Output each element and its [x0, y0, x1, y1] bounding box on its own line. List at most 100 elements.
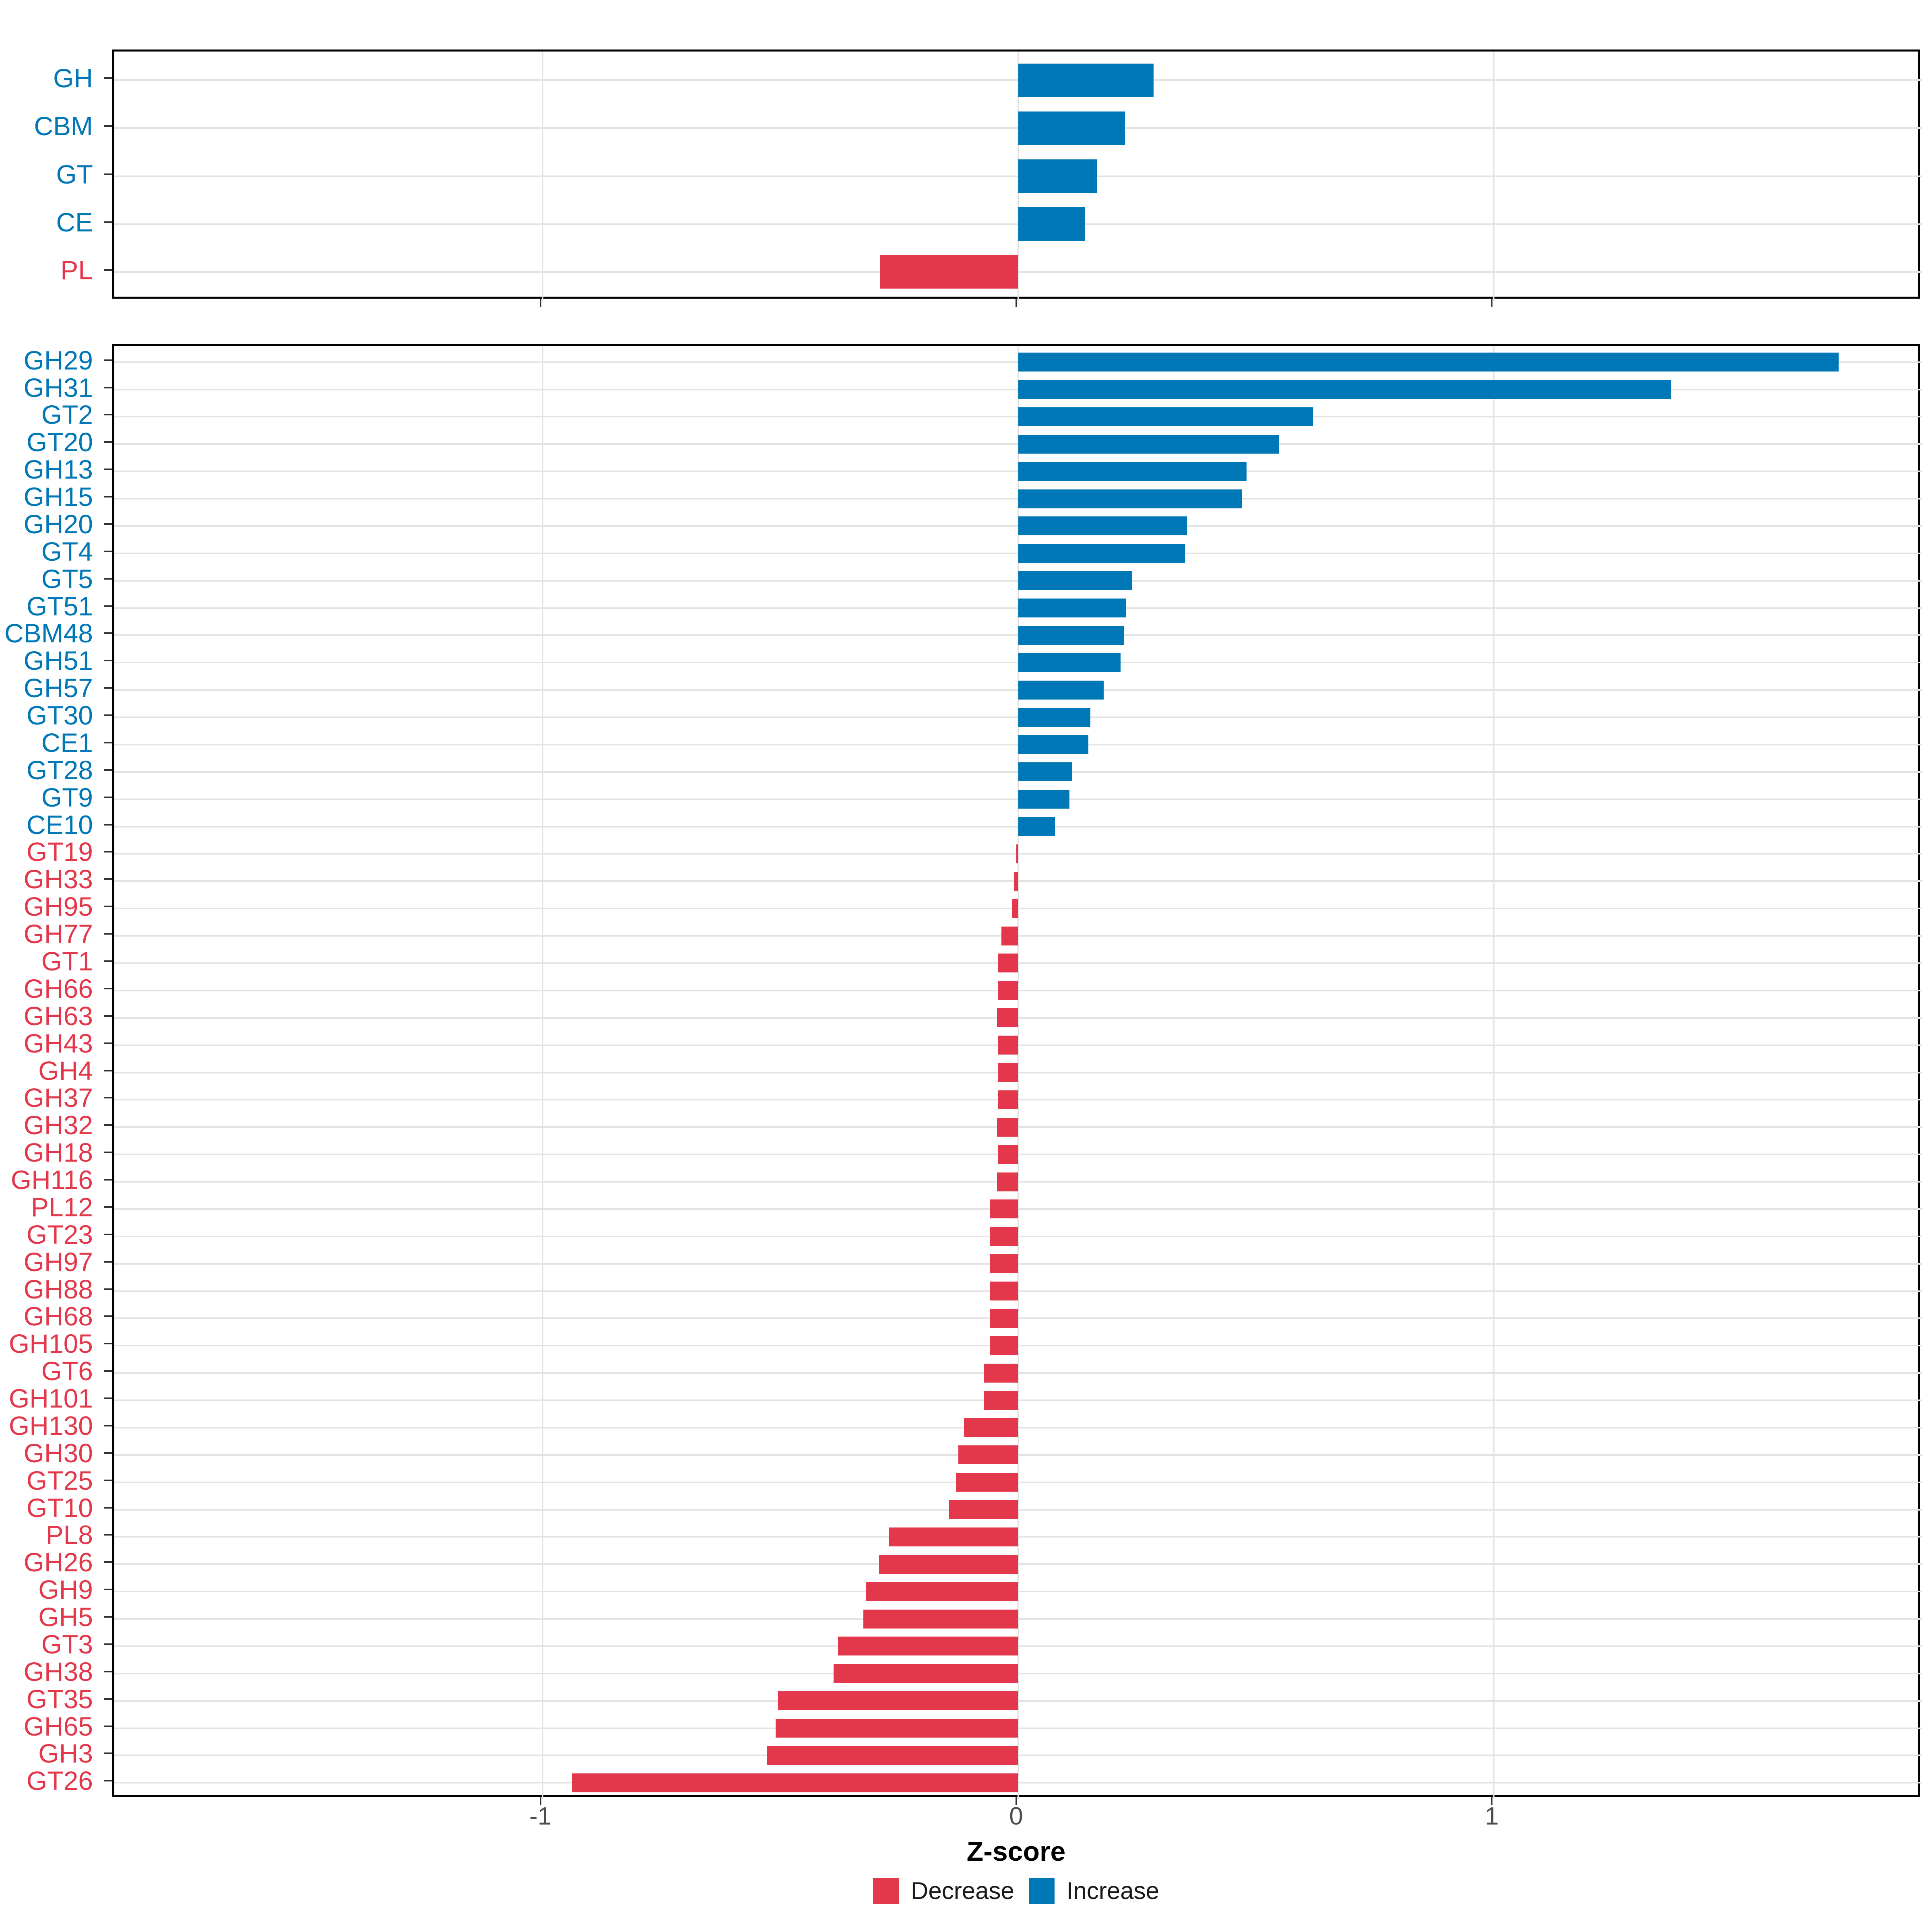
bar-CBM — [1018, 111, 1125, 145]
y-tick-mark — [104, 1288, 112, 1290]
y-tick-mark — [104, 1589, 112, 1591]
bar-CE10 — [1018, 817, 1055, 836]
y-tick-label-GH77: GH77 — [23, 919, 93, 949]
y-tick-mark — [104, 987, 112, 989]
y-tick-label-GH33: GH33 — [23, 864, 93, 894]
y-tick-label-GH51: GH51 — [23, 646, 93, 676]
bar-GT4 — [1018, 544, 1185, 563]
horizontal-gridline — [114, 1536, 1922, 1538]
y-tick-label-GT10: GT10 — [26, 1492, 93, 1523]
x-tick-mark — [1491, 1797, 1493, 1805]
y-tick-label-GH3: GH3 — [38, 1738, 93, 1769]
y-tick-label-GT1: GT1 — [41, 946, 93, 976]
legend-key-decrease-swatch — [873, 1878, 899, 1904]
y-tick-mark — [104, 851, 112, 853]
y-tick-mark — [104, 441, 112, 443]
horizontal-gridline — [114, 853, 1922, 855]
y-tick-label-PL8: PL8 — [45, 1520, 93, 1550]
y-tick-label-GT51: GT51 — [26, 591, 93, 621]
bar-GT2 — [1018, 407, 1313, 426]
y-tick-label-GH29: GH29 — [23, 345, 93, 375]
y-tick-label-GT23: GT23 — [26, 1219, 93, 1249]
y-tick-mark — [104, 1725, 112, 1727]
horizontal-gridline — [114, 908, 1922, 910]
y-tick-mark — [104, 77, 112, 79]
bar-PL12 — [989, 1199, 1018, 1219]
bar-GH37 — [997, 1090, 1018, 1109]
horizontal-gridline — [114, 1154, 1922, 1156]
y-tick-mark — [104, 1780, 112, 1782]
y-tick-mark — [104, 605, 112, 607]
y-tick-label-GH: GH — [53, 63, 93, 93]
y-tick-label-CE1: CE1 — [41, 727, 93, 758]
y-tick-label-GT4: GT4 — [41, 536, 93, 566]
y-tick-mark — [104, 221, 112, 223]
bar-CBM48 — [1018, 625, 1125, 645]
y-tick-mark — [104, 1479, 112, 1481]
y-tick-mark — [104, 1069, 112, 1071]
y-tick-label-GH63: GH63 — [23, 1001, 93, 1031]
y-tick-mark — [104, 960, 112, 962]
horizontal-gridline — [114, 1782, 1922, 1784]
bar-GT28 — [1018, 762, 1072, 782]
bar-GH51 — [1018, 653, 1121, 672]
bar-GT30 — [1018, 708, 1091, 727]
horizontal-gridline — [114, 880, 1922, 882]
x-tick-label--1: -1 — [529, 1802, 552, 1830]
y-tick-mark — [104, 1152, 112, 1154]
y-tick-label-GT35: GT35 — [26, 1684, 93, 1714]
bar-GH9 — [866, 1582, 1018, 1601]
horizontal-gridline — [114, 1044, 1922, 1046]
y-tick-mark — [104, 386, 112, 388]
bar-GT10 — [949, 1500, 1018, 1519]
y-tick-mark — [104, 1616, 112, 1618]
legend: Decrease Increase — [112, 1878, 1920, 1904]
top-panel — [112, 50, 1922, 301]
y-tick-mark — [104, 1507, 112, 1509]
y-tick-label-GH15: GH15 — [23, 482, 93, 512]
horizontal-gridline — [114, 1099, 1922, 1101]
bar-GT20 — [1018, 434, 1280, 454]
bar-GT19 — [1016, 844, 1018, 863]
bar-GH68 — [989, 1309, 1018, 1328]
y-tick-mark — [104, 578, 112, 580]
y-tick-label-GT19: GT19 — [26, 837, 93, 867]
y-tick-label-CBM: CBM — [34, 111, 93, 141]
horizontal-gridline — [114, 1208, 1922, 1210]
bar-GH77 — [1001, 926, 1018, 945]
horizontal-gridline — [114, 1509, 1922, 1511]
y-tick-mark — [104, 687, 112, 689]
x-tick-label-1: 1 — [1485, 1802, 1499, 1830]
bar-GH97 — [989, 1254, 1018, 1274]
y-tick-label-GH31: GH31 — [23, 372, 93, 402]
bar-GH57 — [1018, 680, 1104, 700]
y-tick-mark — [104, 469, 112, 471]
bar-GH63 — [997, 1008, 1018, 1028]
bar-GH130 — [964, 1418, 1018, 1437]
bar-GT1 — [997, 954, 1018, 973]
y-tick-mark — [104, 660, 112, 662]
y-tick-mark — [104, 414, 112, 416]
y-tick-label-GT6: GT6 — [41, 1356, 93, 1386]
horizontal-gridline — [114, 1290, 1922, 1292]
y-tick-mark — [104, 523, 112, 525]
bar-GH15 — [1018, 489, 1242, 508]
horizontal-gridline — [114, 1645, 1922, 1647]
horizontal-gridline — [114, 1454, 1922, 1456]
bar-GH116 — [997, 1172, 1018, 1191]
bar-GH18 — [997, 1145, 1018, 1164]
bar-GH43 — [997, 1036, 1018, 1055]
y-tick-label-CBM48: CBM48 — [4, 618, 93, 648]
bar-GT — [1018, 159, 1097, 193]
y-tick-label-GH97: GH97 — [23, 1247, 93, 1277]
bar-GH38 — [833, 1664, 1018, 1683]
x-tick-label-0: 0 — [1009, 1802, 1023, 1830]
bar-GH65 — [775, 1719, 1018, 1738]
horizontal-gridline — [114, 1235, 1922, 1237]
y-tick-mark — [104, 796, 112, 798]
y-tick-label-CE10: CE10 — [26, 809, 93, 840]
y-tick-mark — [104, 714, 112, 716]
horizontal-gridline — [114, 1399, 1922, 1401]
bar-GH — [1018, 63, 1154, 97]
